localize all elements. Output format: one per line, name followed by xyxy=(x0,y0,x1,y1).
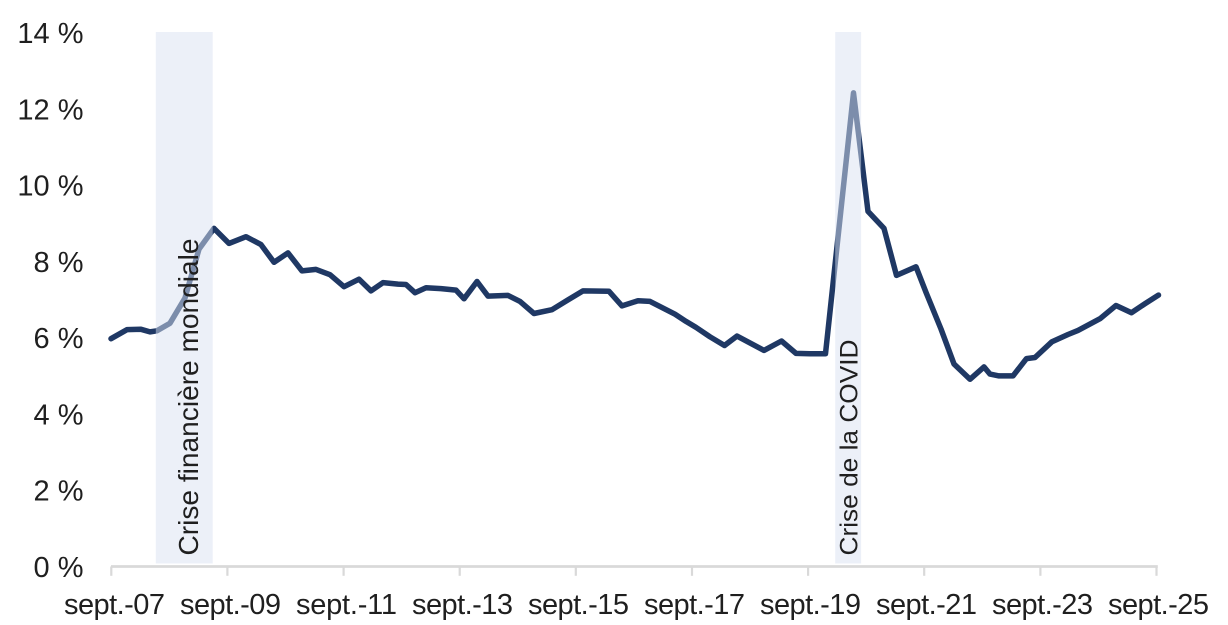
svg-text:12 %: 12 % xyxy=(17,94,83,126)
svg-text:sept.-21: sept.-21 xyxy=(876,589,977,621)
svg-text:6 %: 6 % xyxy=(34,323,84,355)
svg-text:Crise financière mondiale: Crise financière mondiale xyxy=(173,239,204,556)
svg-text:sept.-17: sept.-17 xyxy=(644,589,745,621)
svg-text:0 %: 0 % xyxy=(34,552,84,584)
svg-text:2 %: 2 % xyxy=(34,476,84,508)
svg-text:8 %: 8 % xyxy=(34,247,84,279)
svg-text:sept.-09: sept.-09 xyxy=(180,589,281,621)
svg-text:sept.-07: sept.-07 xyxy=(64,589,165,621)
svg-text:Crise de la COVID: Crise de la COVID xyxy=(836,340,864,556)
svg-text:10 %: 10 % xyxy=(17,171,83,203)
svg-text:sept.-19: sept.-19 xyxy=(760,589,861,621)
svg-text:sept.-11: sept.-11 xyxy=(296,589,397,621)
svg-text:sept.-13: sept.-13 xyxy=(412,589,513,621)
svg-text:sept.-23: sept.-23 xyxy=(992,589,1093,621)
svg-text:14 %: 14 % xyxy=(17,18,83,50)
svg-text:sept.-25: sept.-25 xyxy=(1108,589,1209,621)
svg-text:sept.-15: sept.-15 xyxy=(528,589,629,621)
svg-text:4 %: 4 % xyxy=(34,400,84,432)
